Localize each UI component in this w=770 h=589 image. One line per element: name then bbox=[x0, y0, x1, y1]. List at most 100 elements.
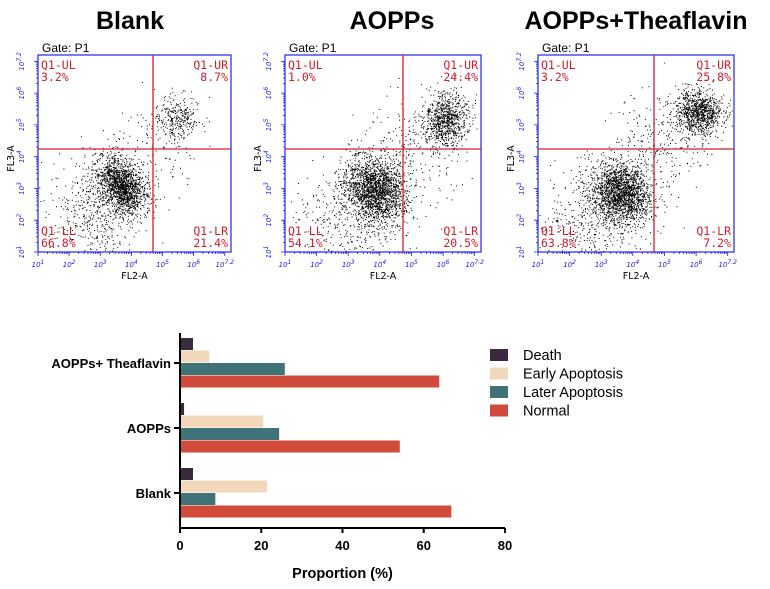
y-tick-label: 101 bbox=[516, 246, 526, 259]
x-tick-label: 103 bbox=[94, 259, 107, 269]
legend-swatch bbox=[490, 386, 508, 398]
quadrant-percent-q1-lr: 7.2% bbox=[703, 236, 731, 250]
quadrant-percent-q1-ul: 3.2% bbox=[541, 70, 569, 84]
quadrant-name-q1-ul: Q1-UL bbox=[541, 58, 576, 72]
gate-label: Gate: P1 bbox=[42, 41, 90, 55]
panel-title: AOPPs bbox=[350, 7, 435, 35]
quadrant-percent-q1-ur: 24.4% bbox=[443, 70, 478, 84]
y-tick-label: 103 bbox=[516, 182, 526, 195]
legend-label: Early Apoptosis bbox=[523, 367, 623, 383]
y-tick-label: 104 bbox=[516, 150, 526, 163]
legend-swatch bbox=[490, 349, 508, 361]
x-tick-label: 105 bbox=[156, 259, 169, 269]
category-label: AOPPs bbox=[127, 421, 171, 436]
bar-chart: 0 20 40 60 80 Proportion (%) AOPPs+ Theaflavin… bbox=[51, 333, 623, 582]
x-axis-label: FL2-A bbox=[623, 271, 650, 282]
legend-label: Later Apoptosis bbox=[523, 385, 623, 401]
plot-frame bbox=[537, 54, 735, 253]
y-tick-label: 103 bbox=[16, 182, 26, 195]
quadrant-percent-q1-ur: 8.7% bbox=[200, 70, 228, 84]
quadrant-name-q1-lr: Q1-LR bbox=[193, 224, 228, 238]
bar-death bbox=[181, 468, 193, 480]
x-tick-label: 104 bbox=[626, 259, 639, 269]
quadrant-name-q1-ur: Q1-UR bbox=[193, 58, 228, 72]
plot-frame bbox=[37, 54, 232, 253]
bar-later-apoptosis bbox=[181, 363, 285, 375]
bar-early-apoptosis bbox=[181, 480, 267, 493]
legend-swatch bbox=[490, 367, 508, 380]
x-tick-label: 107.2 bbox=[718, 259, 737, 269]
quadrant-name-q1-ul: Q1-UL bbox=[41, 58, 76, 72]
x-tick-label: 101 bbox=[532, 259, 545, 269]
axis-ticks bbox=[34, 61, 226, 256]
category-label: Blank bbox=[136, 486, 172, 501]
quadrant-name-q1-ur: Q1-UR bbox=[696, 58, 731, 72]
bar-death bbox=[181, 403, 185, 415]
category-label: AOPPs+ Theaflavin bbox=[51, 356, 171, 371]
bar-early-apoptosis bbox=[181, 415, 264, 428]
gate-label: Gate: P1 bbox=[289, 41, 337, 55]
x-tick-label: 106 bbox=[187, 259, 200, 269]
x-tick-label: 107.2 bbox=[216, 259, 235, 269]
x-tick-label: 80 bbox=[498, 538, 512, 553]
event-dots bbox=[539, 62, 733, 252]
flow-panel-1: Blank Gate: P1 Q1-UL3.2% Q1-UR8.7% Q1-LL66.8… bbox=[6, 7, 234, 282]
x-tick-label: 103 bbox=[342, 259, 355, 269]
x-tick-label: 40 bbox=[335, 538, 349, 553]
quadrant-percent-q1-ll: 54.1% bbox=[288, 236, 323, 250]
quadrant-percent-q1-lr: 21.4% bbox=[193, 236, 228, 250]
x-tick-label: 104 bbox=[373, 259, 386, 269]
x-tick-label: 104 bbox=[125, 259, 138, 269]
y-tick-label: 105 bbox=[16, 118, 26, 131]
panel-title: Blank bbox=[96, 7, 164, 35]
y-tick-label: 105 bbox=[516, 118, 526, 131]
quadrant-name-q1-ll: Q1-LL bbox=[288, 224, 323, 238]
plot-frame bbox=[284, 54, 482, 253]
bar-early-apoptosis bbox=[181, 350, 210, 363]
bar-later-apoptosis bbox=[181, 493, 216, 505]
bar-normal bbox=[181, 375, 440, 388]
x-tick-label: 106 bbox=[690, 259, 703, 269]
quadrant-percent-q1-lr: 20.5% bbox=[443, 236, 478, 250]
x-tick-label: 101 bbox=[32, 259, 45, 269]
legend-label: Death bbox=[523, 348, 562, 364]
y-axis-label: FL3-A bbox=[253, 145, 264, 172]
y-axis-label: FL3-A bbox=[6, 145, 17, 172]
x-tick-label: 103 bbox=[595, 259, 608, 269]
event-dot-cloud bbox=[539, 62, 733, 252]
x-tick-label: 105 bbox=[405, 259, 418, 269]
x-axis-label: FL2-A bbox=[121, 271, 148, 282]
bar-later-apoptosis bbox=[181, 428, 280, 440]
legend: Death Early Apoptosis Later Apoptosis Norma… bbox=[490, 348, 623, 420]
flow-panel-3: AOPPs+Theaflavin Gate: P1 Q1-UL3.2% Q1-UR25… bbox=[506, 7, 748, 282]
y-axis-label: FL3-A bbox=[506, 145, 517, 172]
y-tick-label: 104 bbox=[16, 150, 26, 163]
y-tick-label: 107.2 bbox=[516, 52, 526, 71]
quadrant-percent-q1-ur: 25.8% bbox=[696, 70, 731, 84]
y-tick-label: 101 bbox=[263, 246, 273, 259]
y-tick-label: 107.2 bbox=[263, 52, 273, 71]
axis-ticks bbox=[534, 61, 729, 256]
y-tick-label: 102 bbox=[516, 214, 526, 227]
x-axis-label: FL2-A bbox=[370, 271, 397, 282]
y-tick-label: 103 bbox=[263, 182, 273, 195]
quadrant-name-q1-lr: Q1-LR bbox=[696, 224, 731, 238]
y-tick-label: 106 bbox=[16, 87, 26, 100]
quadrant-percent-q1-ul: 1.0% bbox=[288, 70, 316, 84]
y-tick-label: 102 bbox=[263, 214, 273, 227]
x-tick-label: 0 bbox=[176, 538, 183, 553]
x-tick-label: 102 bbox=[310, 259, 323, 269]
x-tick-label: 60 bbox=[417, 538, 431, 553]
y-tick-label: 105 bbox=[263, 118, 273, 131]
y-tick-label: 107.2 bbox=[16, 52, 26, 71]
quadrant-percent-q1-ll: 66.8% bbox=[41, 236, 76, 250]
event-dot-cloud bbox=[39, 81, 211, 252]
y-tick-label: 106 bbox=[516, 87, 526, 100]
x-tick-label: 20 bbox=[254, 538, 268, 553]
x-tick-label: 105 bbox=[658, 259, 671, 269]
x-tick-label: 107.2 bbox=[465, 259, 484, 269]
quadrant-name-q1-lr: Q1-LR bbox=[443, 224, 478, 238]
x-tick-label: 101 bbox=[279, 259, 292, 269]
